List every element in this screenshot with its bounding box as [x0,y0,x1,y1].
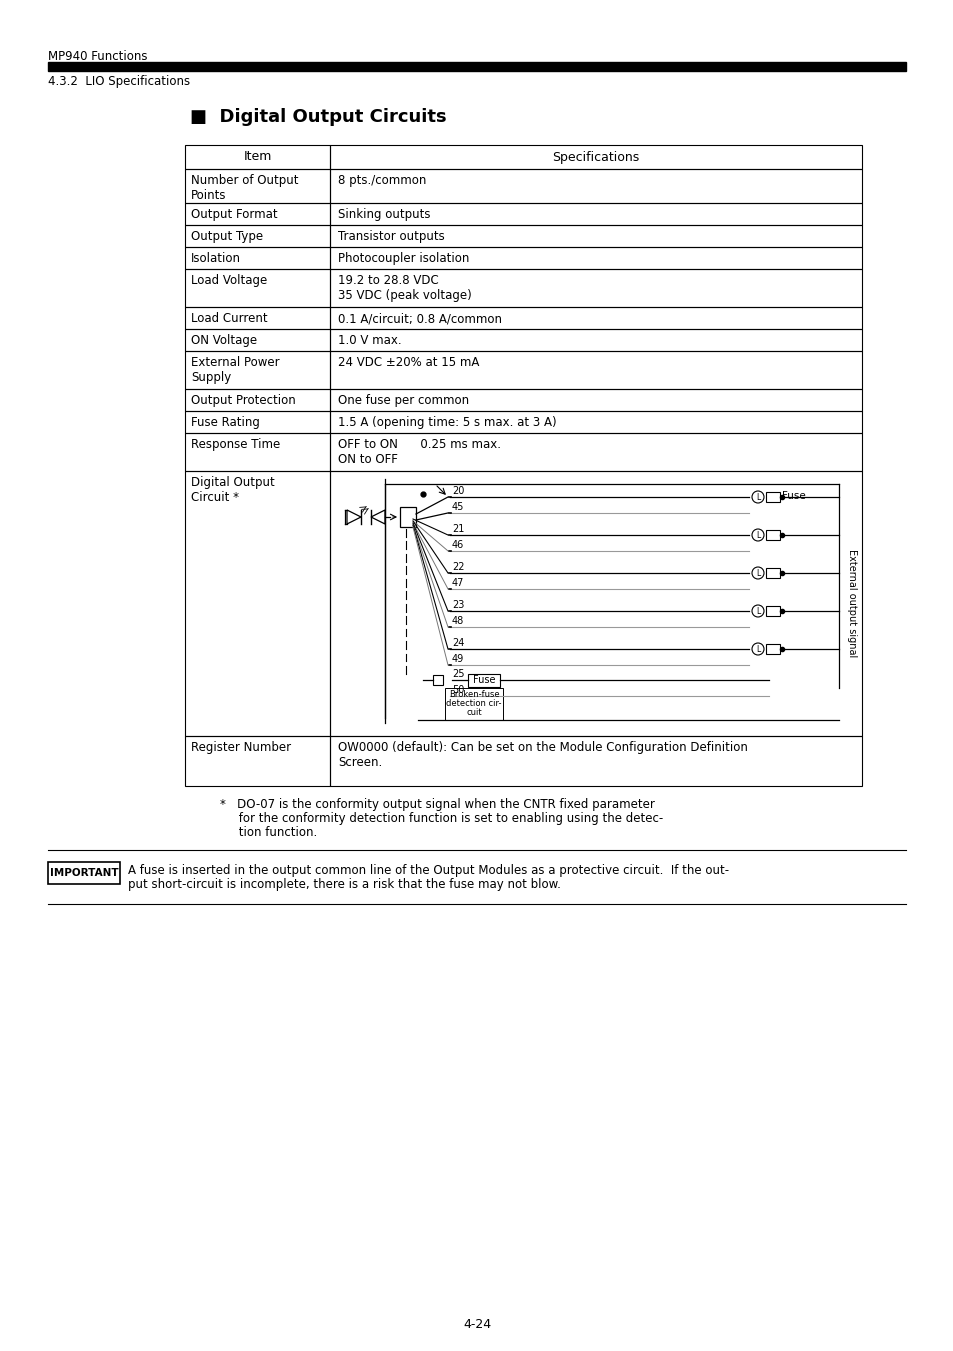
Text: Load Voltage: Load Voltage [191,274,267,286]
Text: Fuse: Fuse [473,676,495,685]
Bar [48,862,120,884]
Bar [185,411,330,434]
Text: Number of Output
Points: Number of Output Points [191,174,298,203]
Text: 49: 49 [452,654,464,663]
Bar [433,676,442,685]
Bar [330,169,862,203]
Text: 24: 24 [452,638,464,648]
Text: Output Protection: Output Protection [191,394,295,407]
Text: 46: 46 [452,540,464,550]
Text: 25: 25 [452,669,464,680]
Bar [185,226,330,247]
Text: L: L [755,607,760,616]
Text: A fuse is inserted in the output common line of the Output Modules as a protecti: A fuse is inserted in the output common … [128,865,728,877]
Text: 23: 23 [452,600,464,611]
Text: 1.0 V max.: 1.0 V max. [337,334,401,347]
Bar [185,330,330,351]
Bar [185,736,330,786]
Text: L: L [755,493,760,501]
Text: 48: 48 [452,616,464,626]
Bar [765,530,780,540]
Bar [48,62,905,72]
Text: 4.3.2  LIO Specifications: 4.3.2 LIO Specifications [48,76,190,88]
Bar [330,330,862,351]
Bar [330,247,862,269]
Bar [185,389,330,411]
Bar [330,351,862,389]
Text: Fuse Rating: Fuse Rating [191,416,259,430]
Text: Isolation: Isolation [191,253,241,265]
Text: Broken-fuse: Broken-fuse [448,690,498,698]
Text: 4-24: 4-24 [462,1319,491,1331]
Text: IMPORTANT: IMPORTANT [50,867,118,878]
Text: *   DO-07 is the conformity output signal when the CNTR fixed parameter: * DO-07 is the conformity output signal … [220,798,654,811]
Text: ON Voltage: ON Voltage [191,334,257,347]
Text: 1.5 A (opening time: 5 s max. at 3 A): 1.5 A (opening time: 5 s max. at 3 A) [337,416,556,430]
Text: Output Format: Output Format [191,208,277,222]
Bar [185,203,330,226]
Bar [399,507,416,527]
Text: put short-circuit is incomplete, there is a risk that the fuse may not blow.: put short-circuit is incomplete, there i… [128,878,560,892]
Bar [330,269,862,307]
Text: Fuse: Fuse [781,490,805,501]
Bar [330,307,862,330]
Text: Digital Output
Circuit *: Digital Output Circuit * [191,476,274,504]
Text: One fuse per common: One fuse per common [337,394,469,407]
Text: Sinking outputs: Sinking outputs [337,208,430,222]
Text: Load Current: Load Current [191,312,268,326]
Text: 24 VDC ±20% at 15 mA: 24 VDC ±20% at 15 mA [337,357,478,369]
Text: 8 pts./common: 8 pts./common [337,174,426,186]
Text: 50: 50 [452,685,464,694]
Text: Item: Item [243,150,272,163]
Bar [185,434,330,471]
Text: Photocoupler isolation: Photocoupler isolation [337,253,469,265]
Text: 20: 20 [452,486,464,496]
Text: ■  Digital Output Circuits: ■ Digital Output Circuits [190,108,446,126]
Text: MP940 Functions: MP940 Functions [48,50,148,63]
Bar [330,389,862,411]
Text: Output Type: Output Type [191,230,263,243]
Bar [185,269,330,307]
Bar [330,736,862,786]
Text: 45: 45 [452,503,464,512]
Bar [185,307,330,330]
Bar [765,567,780,578]
Bar [468,674,499,688]
Bar [765,492,780,503]
Text: 21: 21 [452,524,464,534]
Text: OW0000 (default): Can be set on the Module Configuration Definition
Screen.: OW0000 (default): Can be set on the Modu… [337,740,747,769]
Text: 19.2 to 28.8 VDC
35 VDC (peak voltage): 19.2 to 28.8 VDC 35 VDC (peak voltage) [337,274,471,303]
Text: Specifications: Specifications [552,150,639,163]
Bar [185,471,330,736]
Bar [330,203,862,226]
Bar [330,411,862,434]
Bar [330,226,862,247]
Text: External Power
Supply: External Power Supply [191,357,279,384]
Text: 47: 47 [452,578,464,588]
Text: Response Time: Response Time [191,438,280,451]
Bar [765,607,780,616]
Bar [185,351,330,389]
Text: L: L [755,644,760,654]
Bar [330,471,862,736]
Bar [185,169,330,203]
Bar [444,688,502,720]
Text: tion function.: tion function. [220,825,317,839]
Text: L: L [755,531,760,539]
Text: detection cir-: detection cir- [446,698,501,708]
Text: 22: 22 [452,562,464,571]
Bar [765,644,780,654]
Bar [185,145,330,169]
Text: Transistor outputs: Transistor outputs [337,230,444,243]
Text: cuit: cuit [466,708,481,717]
Text: L: L [755,569,760,577]
Bar [330,434,862,471]
Text: 0.1 A/circuit; 0.8 A/common: 0.1 A/circuit; 0.8 A/common [337,312,501,326]
Text: OFF to ON      0.25 ms max.
ON to OFF: OFF to ON 0.25 ms max. ON to OFF [337,438,500,466]
Text: for the conformity detection function is set to enabling using the detec-: for the conformity detection function is… [220,812,662,825]
Bar [185,247,330,269]
Text: Register Number: Register Number [191,740,291,754]
Bar [330,145,862,169]
Text: External output signal: External output signal [846,550,856,658]
